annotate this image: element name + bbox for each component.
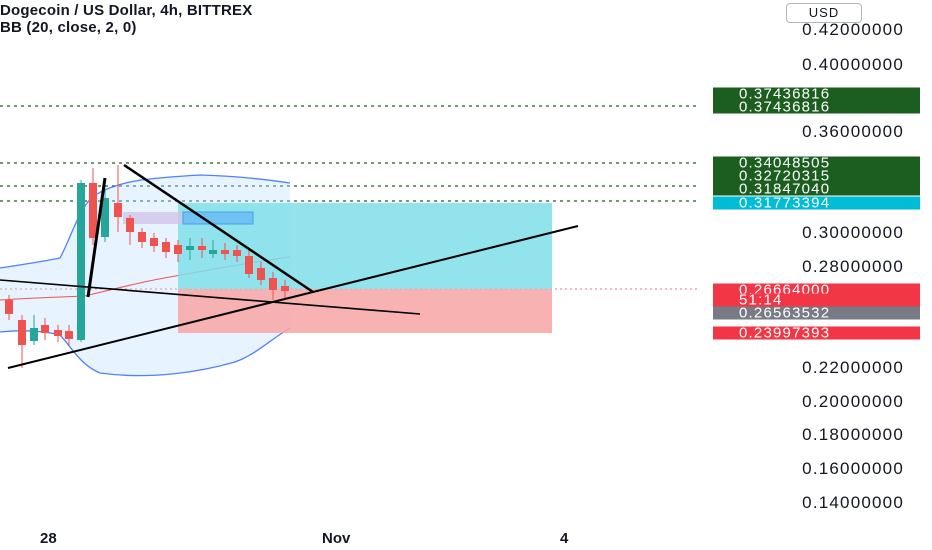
time-label-28: 28 <box>40 530 57 547</box>
candle <box>209 250 217 254</box>
symbol-title[interactable]: Dogecoin / US Dollar, 4h, BITTREX <box>0 2 253 19</box>
candle <box>221 250 229 254</box>
indicator-label[interactable]: BB (20, close, 2, 0) <box>0 19 137 36</box>
candle <box>126 218 134 232</box>
price-tag-stop: 0.23997393 <box>713 326 920 341</box>
currency-selector-button[interactable]: USD <box>786 3 862 23</box>
candle <box>174 245 182 254</box>
price-tick: 0.14000000 <box>802 493 904 512</box>
price-tag-mid-b: 0.32720315 <box>713 169 920 184</box>
price-tag-upper-b: 0.37436816 <box>713 100 920 115</box>
price-tick: 0.36000000 <box>802 122 904 141</box>
trendline-ascending[interactable] <box>7 225 579 369</box>
range-rectangle-purple[interactable] <box>123 212 183 224</box>
trendline-descending[interactable] <box>123 163 314 294</box>
candle <box>198 246 206 250</box>
candle <box>41 325 49 333</box>
candle <box>257 268 265 280</box>
chart-legend: Dogecoin / US Dollar, 4h, BITTREX BB (20… <box>0 2 252 36</box>
price-tick: 0.42000000 <box>802 20 904 39</box>
trendline-flat[interactable] <box>0 279 421 315</box>
price-tick: 0.28000000 <box>802 257 904 276</box>
candle <box>54 330 62 336</box>
candle <box>30 328 38 341</box>
candle <box>150 238 158 246</box>
candle <box>281 286 289 291</box>
candles[interactable] <box>5 165 289 368</box>
range-rectangle-blue[interactable] <box>182 211 254 225</box>
trendline-impulse[interactable] <box>86 177 107 298</box>
candle <box>18 320 26 345</box>
candle <box>162 242 170 252</box>
candle <box>101 198 109 237</box>
price-tag-mid-a: 0.34048505 <box>713 156 920 171</box>
candle <box>245 256 253 274</box>
price-tick: 0.40000000 <box>802 55 904 74</box>
bar-countdown: 51:14 <box>713 293 920 308</box>
price-axis[interactable]: 0.42000000 0.40000000 0.36000000 0.30000… <box>700 0 932 550</box>
price-tick: 0.20000000 <box>802 392 904 411</box>
price-tick: 0.18000000 <box>802 425 904 444</box>
price-tick: 0.30000000 <box>802 223 904 242</box>
price-tag-target: 0.31773394 <box>713 196 920 211</box>
candle <box>233 250 241 256</box>
price-tag-bb-basis: 0.26563532 <box>713 306 920 321</box>
candle <box>269 278 277 290</box>
candle <box>89 183 97 238</box>
candle <box>77 183 85 340</box>
price-tag-upper-a: 0.37436816 <box>713 87 920 102</box>
candle <box>65 331 73 339</box>
candle <box>186 246 194 250</box>
price-chart[interactable] <box>0 0 700 550</box>
time-label-nov: Nov <box>322 530 351 547</box>
candle <box>5 300 13 314</box>
price-tick: 0.16000000 <box>802 459 904 478</box>
candle <box>138 232 146 242</box>
candle <box>114 203 122 217</box>
price-tick: 0.22000000 <box>802 358 904 377</box>
chart-area[interactable]: Dogecoin / US Dollar, 4h, BITTREX BB (20… <box>0 0 700 550</box>
time-label-4: 4 <box>560 530 569 547</box>
price-tag-mid-c: 0.31847040 <box>713 182 920 197</box>
